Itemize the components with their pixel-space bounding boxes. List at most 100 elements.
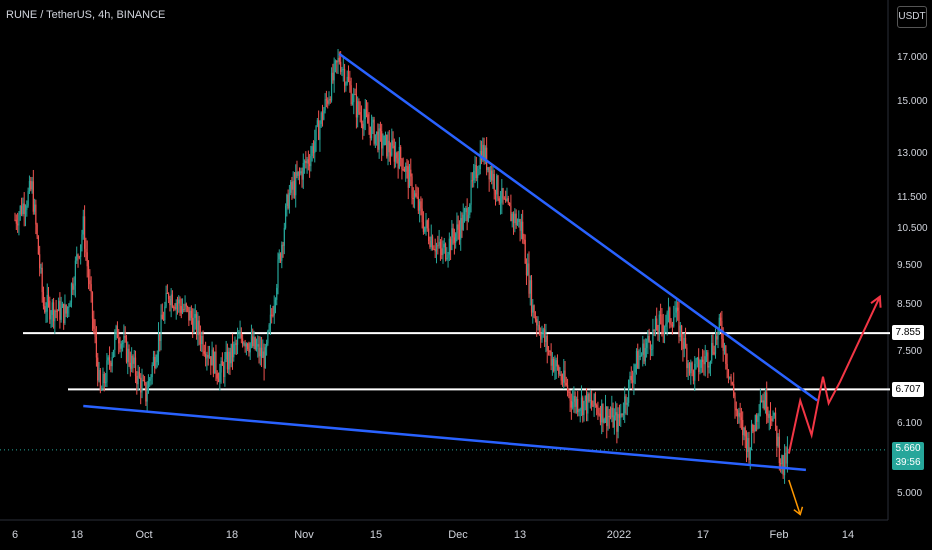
candle-body	[357, 101, 359, 118]
candle-body	[615, 412, 617, 416]
candle-body	[374, 134, 376, 144]
candle-body	[249, 343, 251, 353]
x-tick-label: Nov	[294, 529, 314, 541]
candle-body	[189, 310, 191, 321]
candle-body	[85, 248, 87, 253]
candle-body	[364, 109, 366, 119]
candle-body	[63, 303, 65, 324]
candle-body	[305, 160, 307, 164]
candle-body	[379, 128, 382, 132]
candle-body	[202, 336, 204, 352]
candle-body	[119, 343, 121, 349]
candle-body	[102, 373, 104, 390]
candle-body	[694, 363, 696, 381]
candle-body	[223, 365, 225, 378]
candle-body	[635, 351, 638, 365]
candle-body	[413, 193, 416, 199]
candle-body	[383, 135, 385, 146]
candle-body	[777, 436, 779, 446]
candle-body	[441, 248, 443, 256]
candle-body	[260, 347, 263, 358]
candle-body	[582, 397, 584, 416]
candle-body	[622, 413, 624, 416]
candle-body	[456, 224, 458, 234]
candle-body	[705, 352, 708, 357]
candle-body	[170, 294, 172, 306]
candle-body	[376, 131, 378, 135]
candle-body	[99, 370, 101, 391]
candle-body	[347, 76, 350, 82]
candle-body	[498, 198, 500, 203]
candle-body	[168, 293, 170, 300]
candle-body	[392, 140, 394, 146]
candle-body	[782, 455, 784, 476]
candle-body	[587, 393, 589, 414]
candle-body	[506, 198, 508, 202]
candle-body	[146, 393, 148, 402]
candle-body	[744, 427, 746, 437]
candle-body	[121, 342, 124, 344]
candle-body	[161, 314, 163, 320]
candle-body	[290, 182, 292, 193]
candle-body	[754, 415, 756, 432]
candle-body	[353, 93, 355, 103]
candle-body	[142, 380, 144, 382]
candle-body	[645, 342, 648, 348]
candle-body	[303, 160, 306, 163]
candle-body	[22, 203, 24, 215]
candle-body	[17, 223, 19, 226]
candle-body	[66, 307, 69, 314]
candle-body	[625, 396, 627, 405]
candle-body	[26, 205, 28, 210]
candle-body	[611, 407, 613, 418]
candle-body	[70, 283, 73, 303]
candle-body	[507, 198, 509, 203]
candle-body	[324, 99, 326, 111]
candle-body	[184, 303, 186, 310]
candle-body	[120, 343, 122, 349]
candle-body	[780, 462, 782, 465]
candle-body	[210, 356, 212, 366]
candle-body	[748, 438, 750, 460]
candle-body	[727, 369, 730, 378]
candle-body	[630, 375, 632, 381]
candle-body	[149, 378, 151, 381]
candle-body	[35, 204, 37, 225]
candle-body	[773, 412, 775, 416]
candle-body	[193, 317, 195, 333]
candle-body	[108, 357, 111, 363]
candle-body	[708, 365, 710, 368]
candle-body	[520, 221, 523, 231]
candle-body	[228, 351, 230, 370]
candle-body	[262, 351, 264, 358]
wedge-upper-trendline	[338, 52, 819, 402]
candle-body	[684, 337, 687, 348]
candle-body	[32, 181, 34, 212]
candle-body	[666, 312, 668, 324]
candle-body	[159, 333, 161, 341]
candle-body	[320, 112, 322, 124]
candle-body	[695, 359, 697, 364]
candle-body	[377, 131, 379, 150]
candle-body	[174, 307, 176, 310]
currency-button[interactable]: USDT	[897, 6, 927, 28]
candle-body	[95, 336, 98, 358]
candle-body	[403, 169, 406, 172]
candle-body	[523, 239, 525, 241]
candle-body	[597, 407, 599, 414]
candle-body	[639, 355, 641, 357]
candle-body	[604, 406, 607, 419]
candle-body	[338, 57, 340, 62]
candle-body	[786, 447, 789, 464]
candle-body	[629, 375, 631, 380]
candle-body	[19, 206, 21, 215]
candle-body	[538, 325, 540, 334]
candle-body	[572, 401, 574, 408]
candle-body	[467, 214, 470, 221]
candle-body	[33, 204, 36, 212]
candle-body	[151, 364, 153, 378]
candle-body	[781, 455, 783, 465]
candle-body	[734, 396, 736, 409]
candle-body	[323, 110, 325, 120]
